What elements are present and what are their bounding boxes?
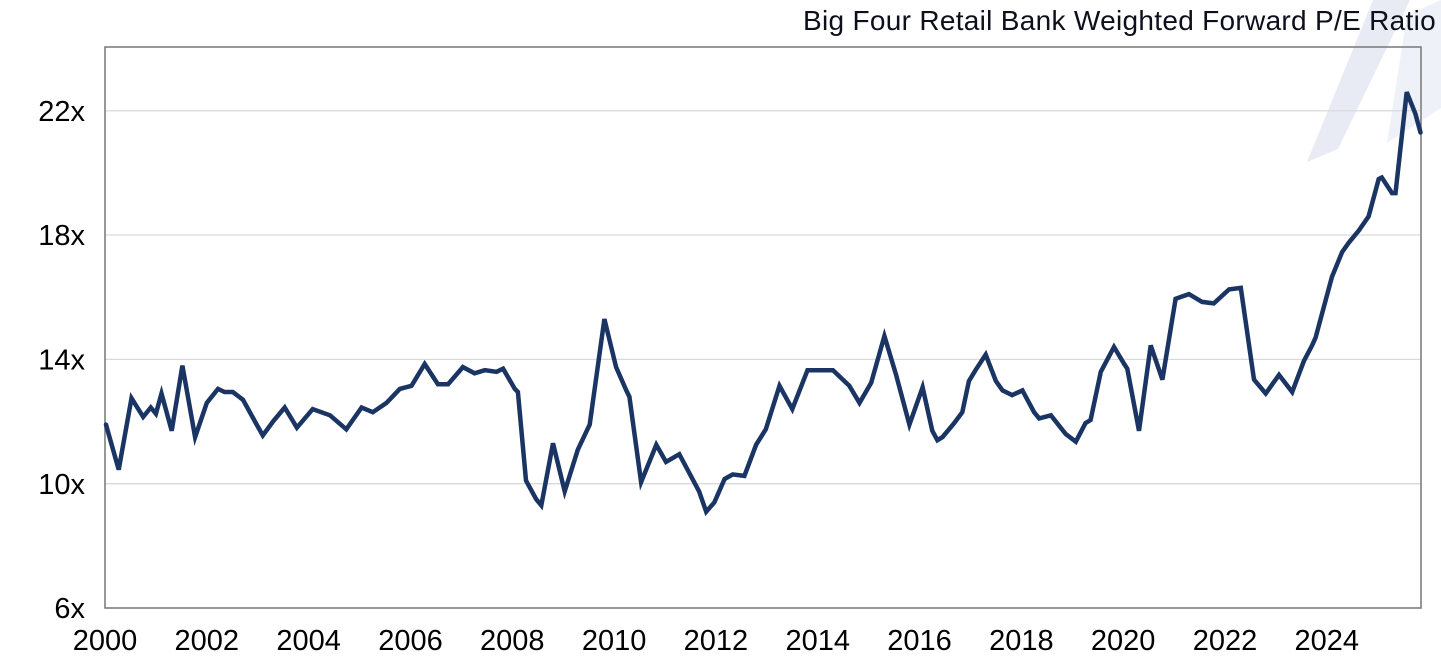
x-axis-tick-label: 2014 (785, 625, 850, 657)
pe-ratio-line-series (103, 91, 1423, 517)
x-axis-tick-label: 2000 (73, 625, 138, 657)
y-axis-tick-label: 10x (38, 469, 85, 501)
x-axis-tick-label: 2018 (989, 625, 1054, 657)
x-axis-tick-label: 2012 (684, 625, 749, 657)
y-axis-tick-label: 6x (54, 593, 85, 625)
x-axis-tick-label: 2022 (1193, 625, 1258, 657)
watermark-corner-shape (1387, 0, 1441, 143)
x-axis-tick-label: 2020 (1091, 625, 1156, 657)
chart-title: Big Four Retail Bank Weighted Forward P/… (803, 5, 1436, 36)
x-axis-tick-label: 2008 (480, 625, 545, 657)
x-axis-tick-label: 2006 (378, 625, 443, 657)
x-axis-tick-label: 2016 (887, 625, 952, 657)
y-axis-tick-label: 18x (38, 220, 85, 252)
x-axis-tick-label: 2024 (1295, 625, 1360, 657)
x-axis-tick-label: 2004 (276, 625, 341, 657)
y-axis-tick-label: 14x (38, 345, 85, 377)
watermark-band-shape (1307, 0, 1410, 162)
x-axis-tick-label: 2010 (582, 625, 647, 657)
x-axis-tick-label: 2002 (175, 625, 240, 657)
plot-border (104, 46, 1422, 609)
y-axis-tick-label: 22x (38, 96, 85, 128)
